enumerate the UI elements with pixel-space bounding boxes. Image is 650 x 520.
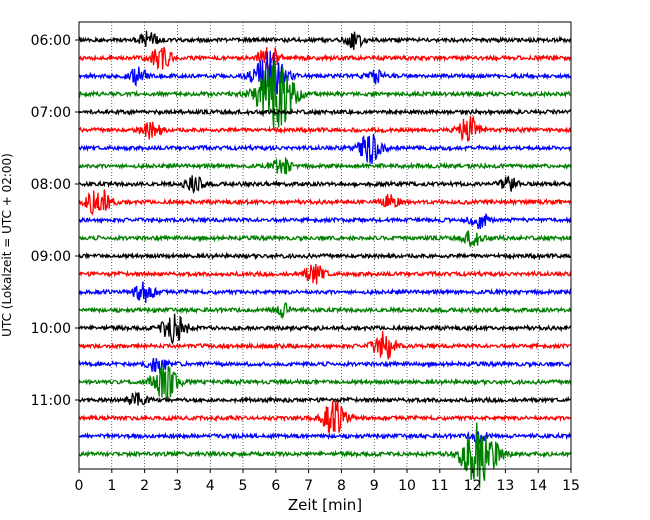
trace-line-11 [78,230,572,248]
x-tick-label: 11 [431,478,449,494]
trace-line-20 [78,391,572,406]
x-tick-label: 8 [337,478,346,494]
x-tick-label: 14 [529,478,547,494]
trace-line-19 [78,363,572,401]
trace-line-1 [78,46,572,73]
trace-line-21 [78,400,572,435]
x-tick-label: 3 [173,478,182,494]
trace-line-0 [78,30,572,50]
trace-line-15 [78,302,572,320]
trace-line-7 [78,157,572,175]
x-tick-label: 15 [562,478,580,494]
trace-layer [78,30,572,488]
trace-line-14 [78,281,572,303]
x-tick-label: 5 [239,478,248,494]
x-tick-label: 13 [496,478,514,494]
trace-line-13 [78,263,572,285]
y-tick-label: 11:00 [31,393,71,409]
y-axis-ticks: 06:00 07:00 08:00 09:00 10:00 11:00 [31,33,79,409]
x-tick-label: 7 [304,478,313,494]
grid-lines [111,22,539,469]
trace-line-4 [78,107,572,117]
x-axis-title: Zeit [min] [288,496,362,514]
trace-line-23 [78,422,572,488]
trace-line-3 [78,60,572,129]
x-axis-ticks: 0 1 2 3 4 5 6 7 8 9 10 11 12 13 14 15 [75,469,580,494]
trace-line-22 [78,430,572,446]
x-tick-label: 6 [271,478,280,494]
y-tick-label: 10:00 [31,321,71,337]
x-tick-label: 2 [140,478,149,494]
x-tick-label: 10 [398,478,416,494]
x-tick-label: 4 [206,478,215,494]
trace-line-8 [78,175,572,195]
x-tick-label: 9 [370,478,379,494]
y-tick-label: 06:00 [31,33,71,49]
trace-line-5 [78,115,572,142]
trace-line-6 [78,133,572,165]
y-axis-title: UTC (Lokalzeit = UTC + 02:00) [0,153,14,337]
plot-frame [78,21,572,470]
trace-line-12 [78,251,572,261]
trace-line-16 [78,313,572,345]
x-tick-label: 12 [464,478,482,494]
trace-line-10 [78,213,572,230]
trace-line-17 [78,331,572,360]
x-tick-label: 0 [75,478,84,494]
trace-line-2 [78,50,572,100]
y-tick-label: 09:00 [31,249,71,265]
trace-line-9 [78,189,572,216]
y-tick-label: 08:00 [31,177,71,193]
y-tick-label: 07:00 [31,105,71,121]
x-tick-label: 1 [107,478,116,494]
